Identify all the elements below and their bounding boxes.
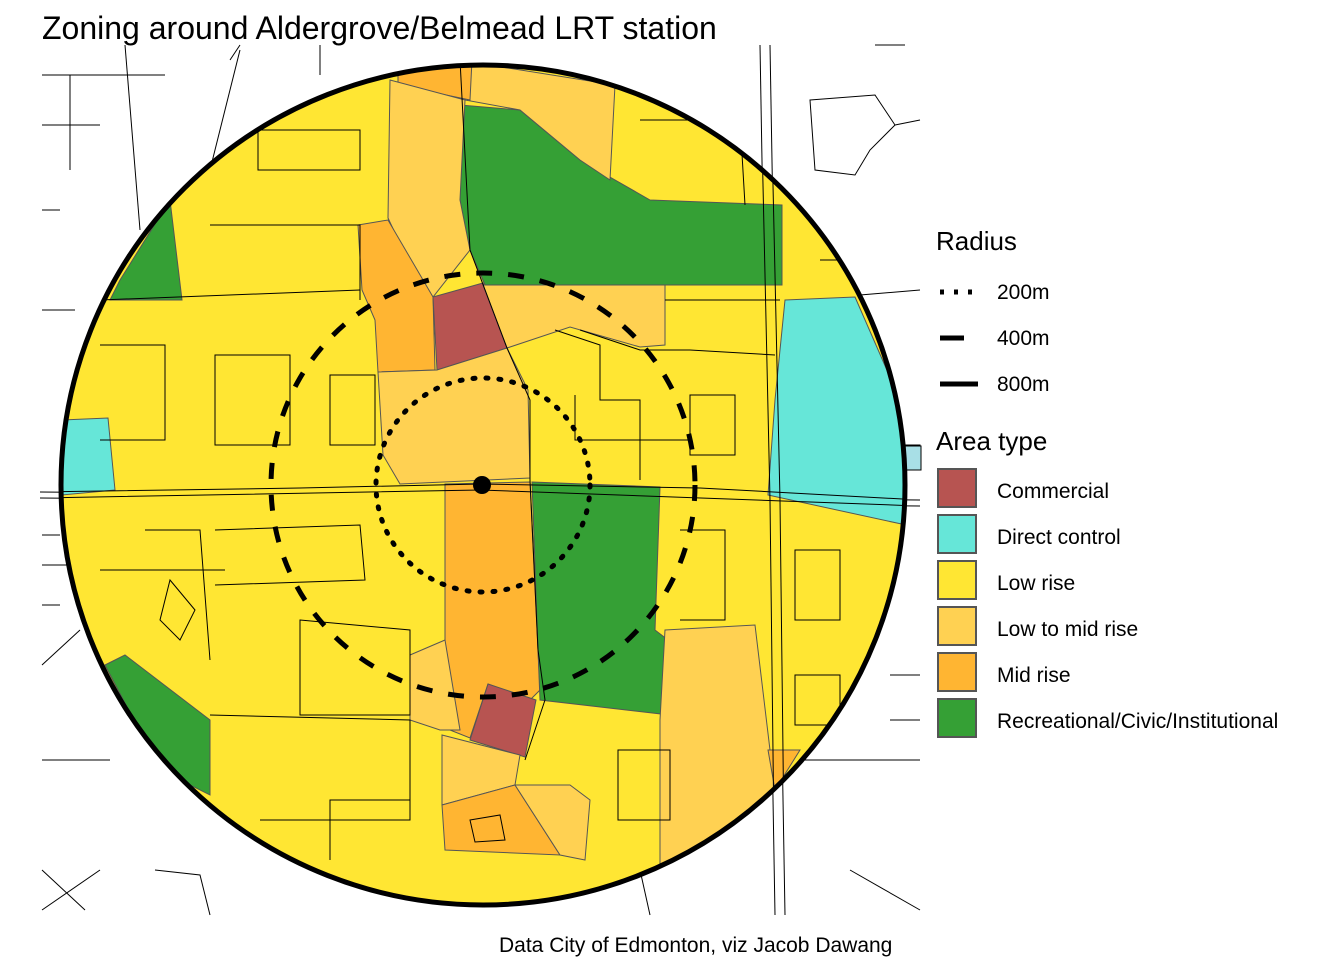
road-line	[214, 354, 291, 446]
road-line	[469, 814, 506, 843]
legend-swatch	[937, 560, 977, 600]
legend-radius-label: 800m	[997, 373, 1050, 396]
map-title: Zoning around Aldergrove/Belmead LRT sta…	[42, 10, 717, 46]
zone-direct-control	[767, 296, 905, 526]
road-line	[214, 524, 366, 586]
road-line	[99, 289, 361, 301]
road-line	[894, 119, 921, 126]
legend-radius-label: 400m	[997, 327, 1050, 350]
zone-mid-rise	[767, 749, 801, 792]
road-line	[680, 529, 726, 621]
legend-area-label: Mid rise	[997, 664, 1071, 687]
legend-area-label: Low rise	[997, 572, 1076, 595]
road-line	[41, 869, 101, 911]
zone-low-to-mid-rise	[514, 784, 591, 861]
zone-direct-control	[61, 417, 116, 496]
road-line	[209, 714, 411, 821]
zone-recreational-civic-institutional	[531, 481, 671, 716]
road-line	[229, 44, 241, 61]
road-line	[617, 749, 671, 821]
legend-area-label: Direct control	[997, 526, 1121, 549]
road-line	[849, 869, 921, 911]
legend-swatch	[937, 606, 977, 646]
legend-radius-title: Radius	[936, 226, 1017, 256]
road-line	[100, 344, 166, 441]
road-line	[759, 65, 776, 905]
road-line	[124, 44, 141, 231]
road-line	[459, 65, 546, 761]
road-line	[639, 869, 651, 916]
radius-200m-circle	[373, 375, 593, 595]
legend-area-label: Low to mid rise	[997, 618, 1139, 641]
legend-swatch	[937, 652, 977, 692]
road-line	[809, 94, 896, 176]
road-line	[41, 869, 86, 911]
zone-low-to-mid-rise	[377, 347, 531, 485]
road-line	[554, 329, 641, 480]
legend-radius-label: 200m	[997, 281, 1050, 304]
radius-400m-circle	[268, 270, 698, 700]
legend-swatch	[937, 468, 977, 508]
legend-area-label: Recreational/Civic/Institutional	[997, 710, 1279, 733]
road-line	[794, 549, 841, 621]
map-caption: Data City of Edmonton, viz Jacob Dawang	[499, 934, 893, 957]
road-line	[41, 629, 81, 666]
road-line	[145, 529, 211, 661]
road-line	[574, 395, 690, 441]
road-line	[154, 869, 211, 916]
zone-recreational-civic-institutional	[109, 198, 183, 301]
legend-swatch	[937, 514, 977, 554]
legend-radius-keys	[940, 289, 978, 387]
legend-area-label: Commercial	[997, 480, 1110, 503]
station-point	[473, 476, 491, 494]
road-line	[210, 224, 361, 300]
road-line	[329, 374, 376, 446]
road-line	[299, 619, 411, 716]
road-line	[579, 329, 776, 356]
road-line	[329, 799, 410, 860]
road-line	[859, 289, 921, 296]
road-line	[159, 578, 196, 641]
legend-swatch	[937, 698, 977, 738]
radius-800m-circle	[58, 62, 908, 908]
legend-area-title: Area type	[936, 426, 1048, 456]
road-line	[209, 49, 241, 171]
road-line	[257, 129, 361, 171]
